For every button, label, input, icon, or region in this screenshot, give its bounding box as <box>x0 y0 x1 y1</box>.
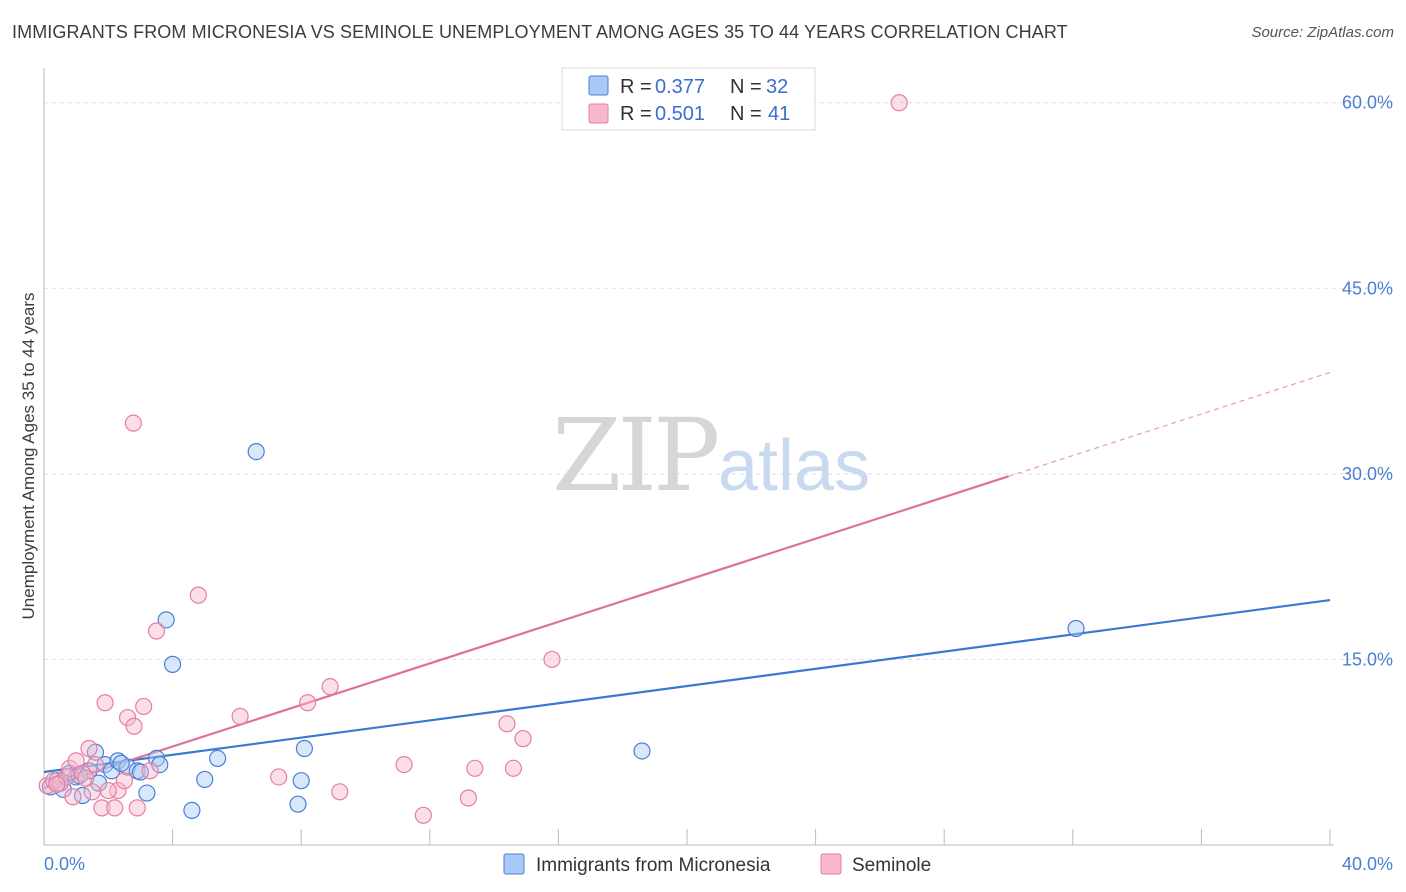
point-pink-10 <box>93 799 111 817</box>
x-tick-label-1: 40.0% <box>1342 854 1393 874</box>
point-blue-30 <box>112 754 130 772</box>
point-pink-29 <box>459 789 477 807</box>
point-blue-16 <box>151 755 169 774</box>
point-pink-34 <box>543 650 561 669</box>
point-pink-9 <box>86 755 105 774</box>
point-blue-21 <box>209 749 227 768</box>
grid-lines <box>44 102 1392 660</box>
point-blue-22 <box>247 443 265 461</box>
point-pink-30 <box>466 759 484 777</box>
point-blue-19 <box>183 801 201 819</box>
stats-legend: R = 0.377 N = 32 R = 0.501 N = 41 <box>561 67 816 131</box>
point-pink-25 <box>321 678 339 696</box>
point-pink-21 <box>189 586 207 604</box>
y-tick-label-0: 15.0% <box>1342 649 1393 669</box>
data-points <box>38 94 1085 824</box>
source-credit: Source: ZipAtlas.com <box>1251 24 1394 41</box>
legend-n-value-1: 41 <box>768 103 790 125</box>
legend-r-label-0: R = <box>620 76 652 98</box>
point-pink-33 <box>514 730 532 748</box>
legend-r-value-0: 0.377 <box>655 76 705 98</box>
point-pink-35 <box>890 94 908 112</box>
trend-line-dashed-1 <box>1008 371 1331 477</box>
point-blue-26 <box>633 742 651 760</box>
axes <box>43 68 1334 846</box>
trend-line-1 <box>43 475 1009 790</box>
y-tick-labels: 15.0% 30.0% 45.0% 60.0% <box>1342 93 1393 670</box>
legend-n-label-0: N = <box>730 76 762 98</box>
series-legend-label-1: Seminole <box>852 855 931 876</box>
point-pink-13 <box>109 781 127 800</box>
point-blue-23 <box>289 795 307 813</box>
point-pink-37 <box>64 788 82 806</box>
point-pink-38 <box>99 781 117 800</box>
point-pink-36 <box>124 414 142 432</box>
x-tick-labels: 0.0% 40.0% <box>44 854 1393 874</box>
point-pink-14 <box>115 772 133 790</box>
point-pink-32 <box>504 759 522 777</box>
point-pink-16 <box>125 717 143 735</box>
trend-line-0 <box>43 598 1331 774</box>
point-pink-26 <box>331 783 349 801</box>
point-blue-24 <box>292 772 310 790</box>
trend-lines <box>43 371 1331 790</box>
point-pink-27 <box>395 755 413 774</box>
series-legend-swatch-blue <box>503 853 525 875</box>
point-pink-39 <box>77 769 95 787</box>
legend-n-label-1: N = <box>730 103 762 125</box>
legend-swatch-blue <box>588 75 609 96</box>
point-pink-12 <box>106 799 124 817</box>
point-pink-24 <box>299 694 317 712</box>
series-legend-label-0: Immigrants from Micronesia <box>536 855 771 876</box>
legend-r-value-1: 0.501 <box>655 103 705 125</box>
chart-title: IMMIGRANTS FROM MICRONESIA VS SEMINOLE U… <box>12 22 1068 42</box>
point-pink-23 <box>270 768 288 786</box>
y-tick-label-3: 60.0% <box>1342 93 1393 113</box>
point-blue-20 <box>196 770 214 789</box>
x-tick-label-0: 0.0% <box>44 854 85 874</box>
point-blue-25 <box>295 739 314 758</box>
point-pink-28 <box>414 806 432 824</box>
point-blue-11 <box>109 752 127 770</box>
point-pink-6 <box>73 764 92 782</box>
point-pink-11 <box>96 694 114 712</box>
watermark: ZIP atlas <box>552 397 870 514</box>
point-blue-27 <box>1067 619 1085 638</box>
series-legend-swatch-pink <box>820 853 842 875</box>
point-pink-31 <box>498 715 516 733</box>
y-tick-label-2: 45.0% <box>1342 278 1393 298</box>
legend-n-value-0: 32 <box>766 76 788 98</box>
point-blue-17 <box>157 611 175 629</box>
watermark-zip: ZIP <box>552 397 717 514</box>
series-legend: Immigrants from Micronesia Seminole <box>503 853 931 876</box>
point-pink-15 <box>118 708 137 727</box>
point-pink-22 <box>231 707 249 725</box>
point-pink-19 <box>141 762 159 780</box>
legend-swatch-pink <box>588 103 609 124</box>
point-blue-18 <box>164 655 182 673</box>
y-tick-label-1: 30.0% <box>1342 464 1393 484</box>
point-pink-18 <box>135 697 153 716</box>
point-blue-14 <box>138 784 156 802</box>
point-pink-7 <box>80 739 98 758</box>
point-pink-40 <box>48 775 66 793</box>
point-pink-17 <box>128 799 146 817</box>
y-axis-label: Unemployment Among Ages 35 to 44 years <box>19 293 38 620</box>
legend-r-label-1: R = <box>620 103 652 125</box>
point-pink-20 <box>147 622 166 640</box>
watermark-atlas: atlas <box>718 426 870 506</box>
